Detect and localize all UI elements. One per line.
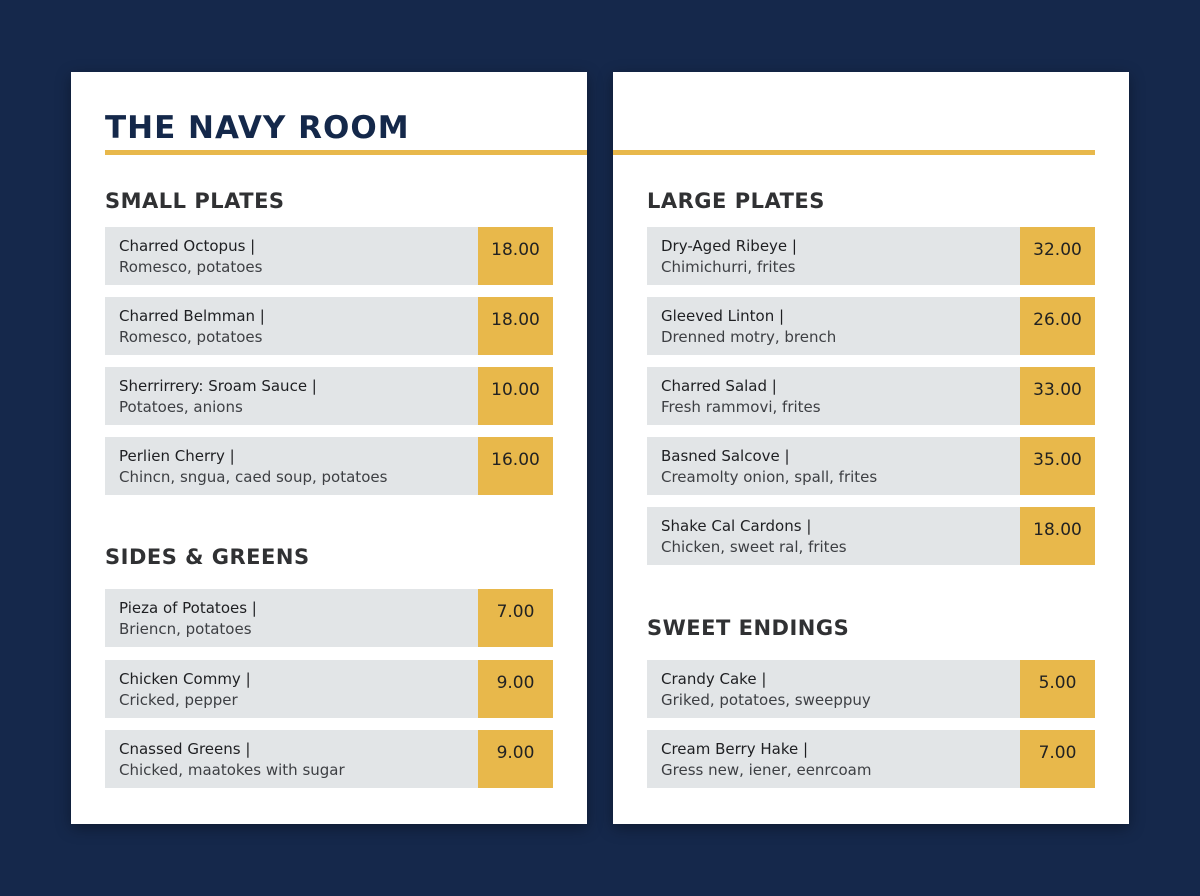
menu-item: Charred Salad | Fresh rammovi, frites 33…: [647, 367, 1095, 425]
section-title-large-plates: LARGE PLATES: [647, 189, 825, 213]
item-description: Romesco, potatoes: [119, 328, 263, 346]
item-price: 5.00: [1020, 660, 1095, 718]
item-name: Gleeved Linton |: [661, 307, 785, 325]
item-description: Chincn, sngua, caed soup, potatoes: [119, 468, 388, 486]
menu-item: Sherrirrery: Sroam Sauce | Potatoes, ani…: [105, 367, 553, 425]
item-name: Chicken Commy |: [119, 670, 251, 688]
item-name: Charred Salad |: [661, 377, 777, 395]
menu-item: Shake Cal Cardons | Chicken, sweet ral, …: [647, 507, 1095, 565]
item-description: Griked, potatoes, sweeppuy: [661, 691, 871, 709]
item-description: Drenned motry, brench: [661, 328, 837, 346]
menu-item: Basned Salcove | Creamolty onion, spall,…: [647, 437, 1095, 495]
item-description: Fresh rammovi, frites: [661, 398, 821, 416]
item-price: 32.00: [1020, 227, 1095, 285]
item-name: Cream Berry Hake |: [661, 740, 809, 758]
item-price: 18.00: [1020, 507, 1095, 565]
section-title-sides-greens: SIDES & GREENS: [105, 545, 310, 569]
item-name: Basned Salcove |: [661, 447, 790, 465]
item-price: 26.00: [1020, 297, 1095, 355]
menu-item: Charred Octopus | Romesco, potatoes 18.0…: [105, 227, 553, 285]
item-price: 18.00: [478, 227, 553, 285]
item-description: Cricked, pepper: [119, 691, 238, 709]
item-price: 35.00: [1020, 437, 1095, 495]
item-name: Cnassed Greens |: [119, 740, 251, 758]
item-description: Chicken, sweet ral, frites: [661, 538, 847, 556]
item-name: Shake Cal Cardons |: [661, 517, 812, 535]
menu-title: THE NAVY ROOM: [105, 110, 410, 146]
item-description: Chicked, maatokes with sugar: [119, 761, 345, 779]
item-name: Perlien Cherry |: [119, 447, 235, 465]
item-price: 7.00: [1020, 730, 1095, 788]
item-price: 18.00: [478, 297, 553, 355]
item-description: Potatoes, anions: [119, 398, 243, 416]
item-price: 7.00: [478, 589, 553, 647]
menu-item: Gleeved Linton | Drenned motry, brench 2…: [647, 297, 1095, 355]
title-divider: [613, 150, 1095, 155]
item-name: Charred Belmman |: [119, 307, 265, 325]
item-name: Sherrirrery: Sroam Sauce |: [119, 377, 317, 395]
menu-item: Pieza of Potatoes | Briencn, potatoes 7.…: [105, 589, 553, 647]
menu-item: Cnassed Greens | Chicked, maatokes with …: [105, 730, 553, 788]
item-name: Pieza of Potatoes |: [119, 599, 257, 617]
menu-page-right: LARGE PLATES Dry-Aged Ribeye | Chimichur…: [613, 72, 1129, 824]
item-description: Gress new, iener, eenrcoam: [661, 761, 872, 779]
item-description: Romesco, potatoes: [119, 258, 263, 276]
section-title-small-plates: SMALL PLATES: [105, 189, 285, 213]
item-description: Chimichurri, frites: [661, 258, 796, 276]
item-price: 9.00: [478, 730, 553, 788]
item-name: Dry-Aged Ribeye |: [661, 237, 797, 255]
item-description: Creamolty onion, spall, frites: [661, 468, 878, 486]
item-name: Crandy Cake |: [661, 670, 767, 688]
item-price: 33.00: [1020, 367, 1095, 425]
section-title-sweet-endings: SWEET ENDINGS: [647, 616, 850, 640]
menu-item: Perlien Cherry | Chincn, sngua, caed sou…: [105, 437, 553, 495]
title-divider: [105, 150, 587, 155]
menu-page-left: THE NAVY ROOM SMALL PLATES Charred Octop…: [71, 72, 587, 824]
menu-item: Charred Belmman | Romesco, potatoes 18.0…: [105, 297, 553, 355]
menu-item: Crandy Cake | Griked, potatoes, sweeppuy…: [647, 660, 1095, 718]
menu-item: Chicken Commy | Cricked, pepper 9.00: [105, 660, 553, 718]
item-price: 9.00: [478, 660, 553, 718]
item-price: 10.00: [478, 367, 553, 425]
menu-item: Cream Berry Hake | Gress new, iener, een…: [647, 730, 1095, 788]
item-name: Charred Octopus |: [119, 237, 256, 255]
item-price: 16.00: [478, 437, 553, 495]
menu-item: Dry-Aged Ribeye | Chimichurri, frites 32…: [647, 227, 1095, 285]
item-description: Briencn, potatoes: [119, 620, 252, 638]
